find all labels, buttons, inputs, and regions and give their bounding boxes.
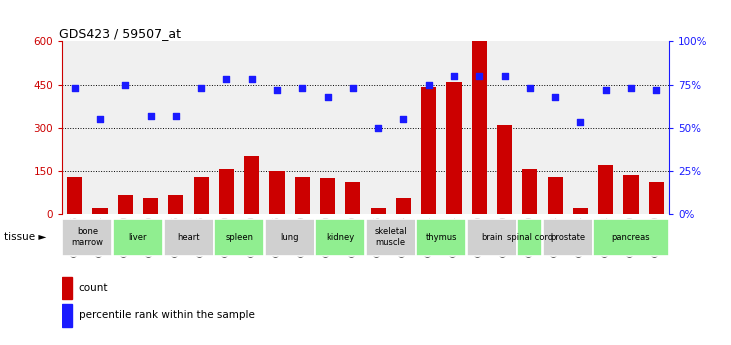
FancyBboxPatch shape: [518, 218, 542, 256]
Point: [499, 73, 510, 79]
Text: liver: liver: [129, 233, 147, 242]
Point: [69, 85, 80, 91]
Point: [549, 94, 561, 99]
Text: kidney: kidney: [326, 233, 355, 242]
Bar: [143, 198, 158, 214]
FancyBboxPatch shape: [113, 218, 163, 256]
Point: [575, 120, 586, 125]
Point: [145, 113, 156, 118]
Text: skeletal
muscle: skeletal muscle: [374, 227, 407, 247]
FancyBboxPatch shape: [594, 218, 669, 256]
Bar: [219, 169, 234, 214]
FancyBboxPatch shape: [542, 218, 593, 256]
Bar: [168, 195, 183, 214]
Text: GDS423 / 59507_at: GDS423 / 59507_at: [59, 27, 181, 40]
Bar: [471, 41, 487, 214]
Text: spinal cord: spinal cord: [507, 233, 553, 242]
Bar: [118, 195, 133, 214]
Bar: [62, 277, 72, 299]
Bar: [522, 169, 537, 214]
Bar: [497, 125, 512, 214]
Point: [221, 77, 232, 82]
Text: bone
marrow: bone marrow: [72, 227, 103, 247]
Point: [271, 87, 283, 92]
Bar: [270, 171, 284, 214]
Point: [119, 82, 131, 87]
FancyBboxPatch shape: [417, 218, 466, 256]
Point: [246, 77, 257, 82]
Point: [347, 85, 359, 91]
Text: pancreas: pancreas: [612, 233, 651, 242]
Bar: [67, 177, 83, 214]
Point: [398, 116, 409, 122]
Text: count: count: [79, 283, 108, 293]
Bar: [548, 177, 563, 214]
Bar: [295, 177, 310, 214]
FancyBboxPatch shape: [467, 218, 517, 256]
Text: tissue ►: tissue ►: [4, 232, 46, 242]
Point: [297, 85, 308, 91]
Point: [423, 82, 434, 87]
Point: [94, 116, 106, 122]
Bar: [194, 177, 209, 214]
FancyBboxPatch shape: [315, 218, 366, 256]
Text: percentile rank within the sample: percentile rank within the sample: [79, 310, 254, 321]
Text: prostate: prostate: [550, 233, 586, 242]
Bar: [598, 165, 613, 214]
Bar: [371, 208, 386, 214]
Text: heart: heart: [178, 233, 200, 242]
Bar: [320, 178, 335, 214]
Point: [195, 85, 207, 91]
Point: [524, 85, 536, 91]
FancyBboxPatch shape: [214, 218, 264, 256]
Bar: [244, 156, 260, 214]
Bar: [92, 208, 107, 214]
FancyBboxPatch shape: [366, 218, 416, 256]
Bar: [345, 182, 360, 214]
FancyBboxPatch shape: [164, 218, 213, 256]
Point: [474, 73, 485, 79]
Text: thymus: thymus: [425, 233, 457, 242]
Point: [322, 94, 333, 99]
Point: [625, 85, 637, 91]
Point: [448, 73, 460, 79]
Point: [651, 87, 662, 92]
Bar: [648, 182, 664, 214]
Bar: [624, 175, 638, 214]
Bar: [573, 208, 588, 214]
Bar: [447, 82, 461, 214]
Text: lung: lung: [281, 233, 299, 242]
Text: spleen: spleen: [225, 233, 253, 242]
Bar: [395, 198, 411, 214]
Bar: [421, 87, 436, 214]
Point: [600, 87, 612, 92]
Bar: [62, 304, 72, 326]
FancyBboxPatch shape: [265, 218, 314, 256]
Point: [170, 113, 182, 118]
Point: [372, 125, 384, 130]
Text: brain: brain: [481, 233, 503, 242]
FancyBboxPatch shape: [62, 218, 113, 256]
